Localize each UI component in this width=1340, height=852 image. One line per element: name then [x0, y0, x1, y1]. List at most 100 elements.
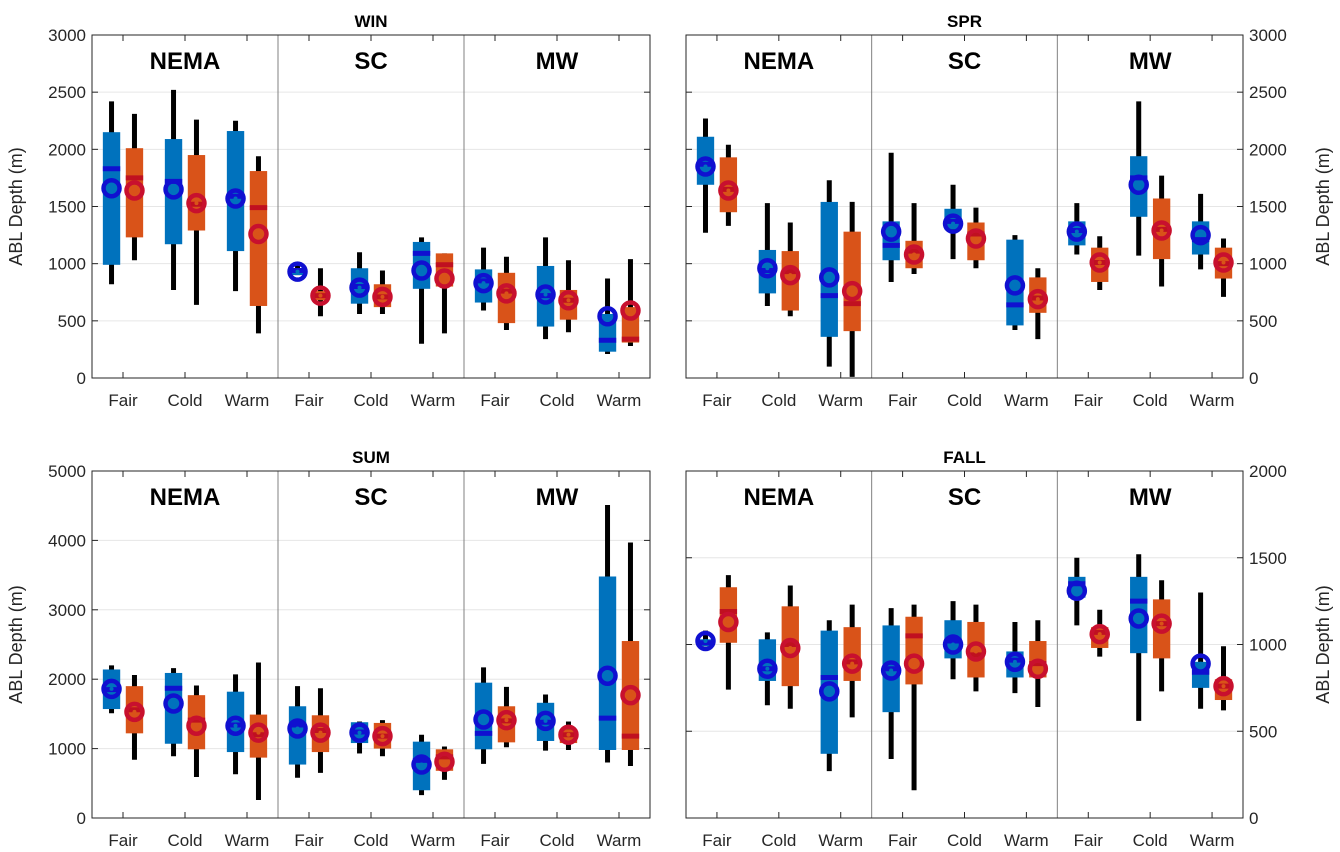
mean-dot-b	[628, 308, 633, 313]
region-label: SC	[354, 48, 387, 75]
mean-marker-b	[1151, 220, 1172, 241]
mean-dot-b	[1035, 666, 1040, 671]
mean-dot-b	[318, 730, 323, 735]
mean-dot-b	[628, 693, 633, 698]
xtick-label: Fair	[888, 831, 918, 850]
box-pair	[225, 120, 269, 334]
mean-marker-a	[757, 658, 778, 680]
mean-dot-a	[357, 730, 362, 735]
mean-dot-b	[1035, 297, 1040, 302]
mean-dot-a	[951, 642, 956, 647]
panel-sum: 0 1000 2000 3000 4000 5000 ABL Depth (m) Fair Co…	[6, 448, 651, 850]
mean-marker-a	[942, 634, 964, 655]
mean-marker-a	[1190, 653, 1211, 674]
mean-dot-a	[1198, 661, 1203, 666]
xtick-label: Cold	[540, 391, 575, 410]
mean-marker-a	[1066, 221, 1088, 242]
mean-marker-b	[1213, 252, 1234, 273]
box-a	[164, 139, 183, 245]
mean-dot-b	[1159, 621, 1164, 626]
mean-marker-a	[597, 306, 618, 327]
mean-dot-b	[318, 293, 323, 298]
box-pair	[473, 667, 517, 764]
mean-marker-a	[880, 660, 902, 681]
y-axis-label: ABL Depth (m)	[6, 585, 26, 703]
box-pair	[349, 720, 393, 757]
xtick-label: Cold	[1133, 831, 1168, 850]
box-pair	[1128, 554, 1172, 721]
box-pair	[942, 601, 987, 692]
box-pair	[101, 665, 145, 760]
region-label: MW	[536, 48, 579, 75]
region-label: SC	[948, 48, 981, 75]
y-axis-label: ABL Depth (m)	[1313, 585, 1333, 703]
box-pair	[163, 668, 207, 778]
mean-marker-b	[841, 280, 863, 302]
mean-dot-a	[233, 196, 238, 201]
ytick-label: 500	[58, 312, 86, 331]
mean-dot-a	[295, 726, 300, 731]
mean-dot-a	[765, 666, 770, 671]
mean-marker-b	[372, 286, 393, 308]
box-a	[102, 132, 121, 265]
box-a	[598, 576, 617, 750]
region-label: SC	[354, 484, 387, 511]
mean-marker-a	[1128, 174, 1149, 196]
box-pair	[1190, 592, 1234, 711]
mean-marker-b	[718, 611, 739, 633]
mean-dot-a	[703, 164, 708, 169]
region-label: NEMA	[150, 48, 221, 75]
mean-marker-b	[965, 641, 987, 662]
mean-dot-a	[1136, 182, 1141, 187]
mean-marker-b	[434, 751, 455, 773]
box-pair	[1066, 203, 1110, 290]
box-b	[559, 289, 578, 320]
xtick-label: Fair	[1074, 391, 1104, 410]
xtick-label: Warm	[1004, 391, 1049, 410]
mean-dot-b	[1097, 632, 1102, 637]
mean-marker-a	[1004, 275, 1026, 296]
mean-dot-b	[380, 734, 385, 739]
box-pair	[597, 259, 641, 354]
mean-marker-a	[1128, 608, 1149, 629]
ytick-label: 0	[1249, 369, 1258, 388]
region-label: NEMA	[743, 484, 814, 511]
mean-marker-b	[186, 192, 207, 214]
ytick-label: 2500	[48, 83, 86, 102]
mean-marker-a	[1004, 651, 1026, 673]
xtick-label: Warm	[225, 831, 270, 850]
mean-marker-b	[496, 283, 517, 304]
box-pair	[473, 247, 517, 330]
mean-marker-b	[841, 653, 863, 674]
mean-dot-a	[419, 268, 424, 273]
box-a	[226, 691, 245, 753]
xtick-label: Cold	[1133, 391, 1168, 410]
ytick-label: 2000	[1249, 462, 1287, 481]
mean-marker-b	[496, 709, 517, 731]
mean-marker-b	[372, 725, 393, 747]
box-pair	[1066, 557, 1110, 657]
xtick-label: Cold	[354, 831, 389, 850]
mean-dot-b	[504, 291, 509, 296]
mean-dot-b	[1221, 684, 1226, 689]
mean-dot-b	[726, 619, 731, 624]
y-axis-label: ABL Depth (m)	[1313, 147, 1333, 265]
ytick-label: 2000	[48, 670, 86, 689]
xtick-label: Fair	[294, 391, 324, 410]
box-pair	[163, 89, 207, 305]
region-label: MW	[1129, 484, 1172, 511]
mean-dot-a	[605, 673, 610, 678]
xtick-label: Warm	[818, 391, 863, 410]
ytick-label: 2500	[1249, 83, 1287, 102]
xtick-label: Fair	[480, 831, 510, 850]
mean-dot-b	[912, 661, 917, 666]
box-pair	[287, 686, 331, 778]
region-label: NEMA	[743, 48, 814, 75]
xtick-label: Fair	[1074, 831, 1104, 850]
mean-dot-a	[889, 229, 894, 234]
mean-marker-b	[310, 285, 331, 306]
mean-marker-b	[124, 180, 145, 201]
box-pair	[1128, 101, 1172, 287]
y-axis-label: ABL Depth (m)	[6, 147, 26, 265]
mean-marker-b	[1027, 288, 1049, 310]
